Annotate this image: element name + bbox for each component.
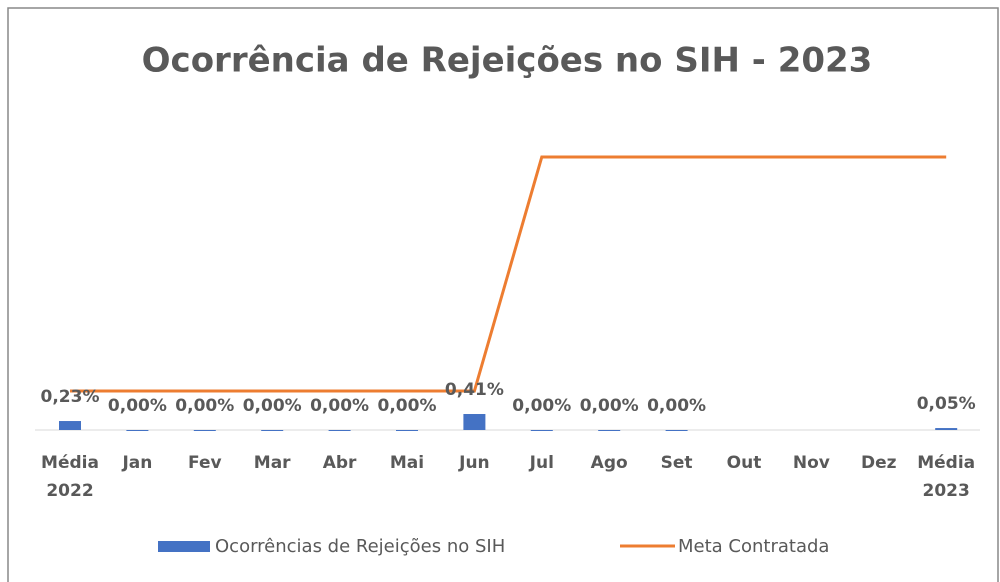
data-label: 0,05% (917, 394, 976, 414)
chart-title: Ocorrência de Rejeições no SIH - 2023 (142, 41, 873, 81)
data-label: 0,00% (175, 396, 234, 416)
data-label: 0,23% (41, 387, 100, 407)
bar (598, 430, 621, 431)
x-tick-label: Média 2022 (41, 453, 99, 501)
bar (396, 430, 418, 431)
data-label: 0,00% (108, 396, 167, 416)
x-tick-label: Mai (389, 453, 425, 473)
data-label: 0,00% (512, 396, 571, 416)
x-tick-label: Mar (253, 453, 291, 473)
bar (193, 430, 216, 431)
legend-label: Meta Contratada (678, 536, 829, 557)
data-label: 0,00% (647, 396, 706, 416)
x-tick-label: Dez (861, 453, 897, 473)
x-tick-label: Fev (188, 453, 222, 473)
x-tick-label: Jun (459, 453, 490, 473)
bar (463, 414, 486, 430)
data-label: 0,00% (310, 396, 369, 416)
bar (935, 428, 958, 430)
data-label: 0,00% (580, 396, 639, 416)
x-tick-label: Jan (122, 453, 153, 473)
bar (261, 430, 284, 431)
x-tick-label: Nov (792, 453, 830, 473)
bar (59, 421, 81, 430)
bar (328, 430, 351, 431)
x-tick-label: Set (660, 453, 693, 473)
data-label: 0,00% (243, 396, 302, 416)
x-tick-label: Jul (529, 453, 554, 473)
bar (665, 430, 688, 431)
bar (126, 430, 149, 431)
x-tick-label: Média 2023 (917, 453, 976, 501)
x-tick-label: Out (726, 453, 762, 473)
x-tick-label: Ago (590, 453, 628, 473)
bar (530, 430, 553, 431)
legend-label: Ocorrências de Rejeições no SIH (215, 536, 505, 557)
data-label: 0,41% (445, 380, 504, 400)
line (70, 155, 947, 393)
legend-marker (158, 541, 210, 552)
data-label: 0,00% (378, 396, 437, 416)
x-tick-label: Abr (322, 453, 357, 473)
